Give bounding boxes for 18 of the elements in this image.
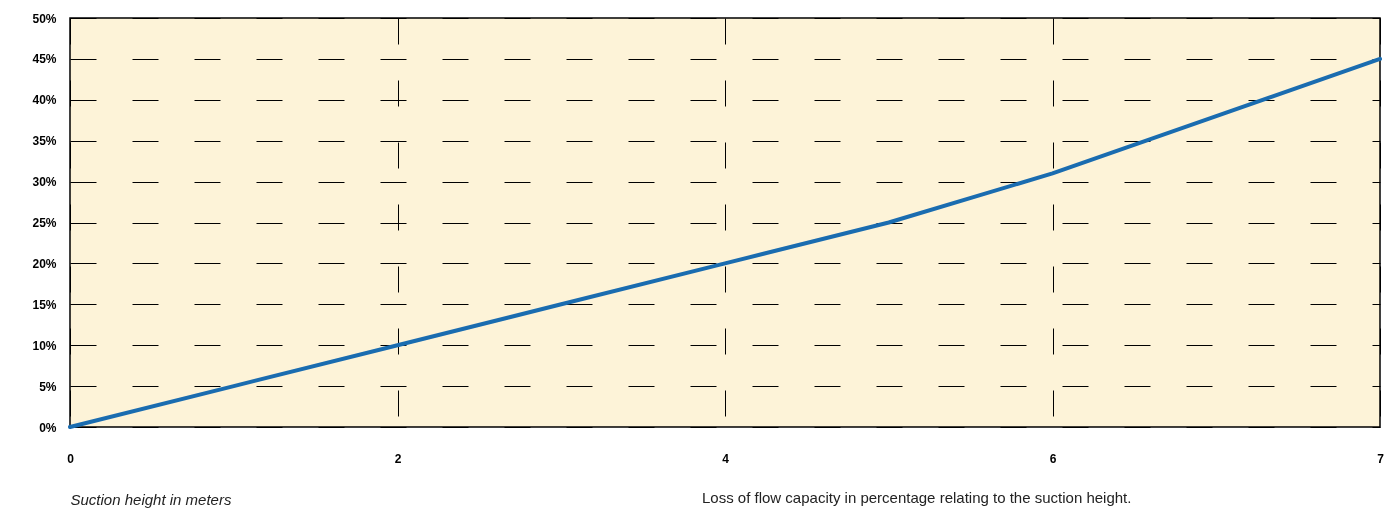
y-tick-label: 15% <box>32 297 57 312</box>
x-axis-title: Suction height in meters <box>70 490 232 508</box>
y-tick-label: 25% <box>32 216 57 230</box>
x-tick-label: 0 <box>67 451 75 466</box>
x-tick-label: 4 <box>722 451 730 466</box>
y-tick-label: 40% <box>32 93 57 108</box>
y-tick-label: 10% <box>32 338 57 353</box>
y-tick-label: 35% <box>32 134 57 149</box>
y-tick-label: 0% <box>39 420 57 435</box>
text: Loss of flow capacity in percentage relating to the suction height. <box>702 489 1132 506</box>
y-tick-label: 50% <box>32 11 57 26</box>
y-tick-label: 30% <box>32 175 57 190</box>
y-tick-label: 20% <box>32 256 57 271</box>
x-tick-label: 6 <box>1049 451 1057 466</box>
y-tick-label: 5% <box>39 379 57 394</box>
x-tick-label: 2 <box>394 451 402 466</box>
y-tick-label: 45% <box>32 52 57 67</box>
x-tick-label: 7 <box>1377 451 1385 466</box>
